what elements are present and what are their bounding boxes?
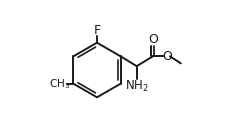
Text: CH$_3$: CH$_3$ — [50, 77, 71, 91]
Text: NH$_2$: NH$_2$ — [125, 79, 149, 94]
Text: F: F — [94, 24, 100, 37]
Text: O: O — [162, 50, 172, 63]
Text: O: O — [148, 33, 158, 46]
